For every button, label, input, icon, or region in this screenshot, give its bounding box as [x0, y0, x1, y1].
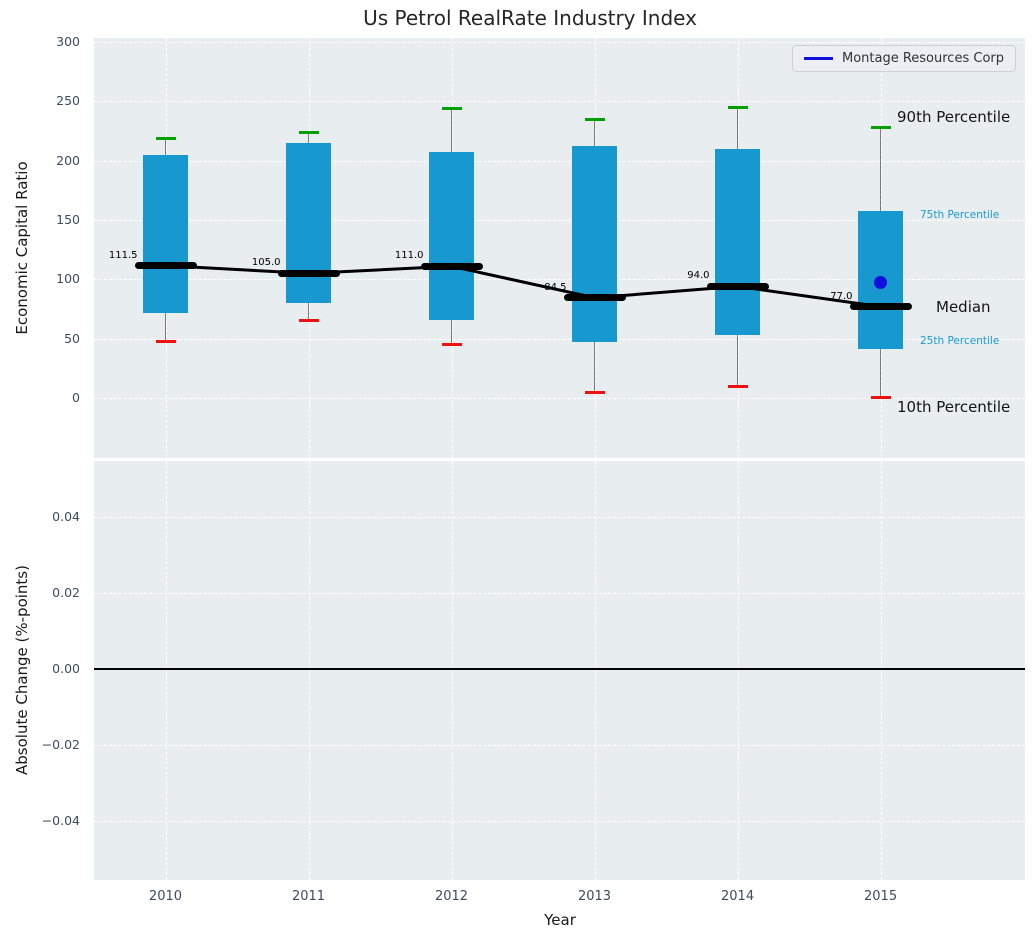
median-value-label-2014: 94.0	[687, 270, 710, 282]
top-y-tick-label: 100	[56, 271, 80, 287]
median-bar-2011	[277, 269, 340, 277]
whisker-cap-10th-2015	[870, 396, 891, 400]
iqr-box-2012	[429, 152, 475, 320]
whisker-cap-10th-2014	[727, 384, 748, 388]
x-tick-label: 2012	[434, 889, 469, 904]
whisker-cap-90th-2015	[870, 125, 891, 129]
median-bar-2015	[849, 303, 912, 311]
top-y-tick-label: 300	[56, 34, 80, 50]
gridline-horizontal	[94, 745, 1025, 747]
x-tick-label: 2013	[577, 889, 612, 904]
top-y-tick-label: 50	[64, 330, 80, 346]
gridline-horizontal	[94, 338, 1025, 340]
annotation-75th: 75th Percentile	[920, 208, 1000, 221]
whisker-cap-90th-2012	[441, 106, 462, 110]
whisker-cap-10th-2013	[584, 390, 605, 394]
bottom-y-tick-label: −0.04	[41, 813, 80, 829]
legend-label: Montage Resources Corp	[841, 51, 1004, 66]
bottom-y-tick-label: 0.04	[52, 508, 80, 524]
x-tick-label: 2015	[864, 889, 898, 904]
gridline-horizontal	[94, 821, 1025, 823]
median-bar-2012	[420, 262, 483, 270]
annotation-90th: 90th Percentile	[897, 108, 1011, 127]
bottom-plot-area	[94, 461, 1025, 880]
gridline-horizontal	[94, 592, 1025, 594]
x-tick-label: 2010	[148, 889, 183, 904]
gridline-horizontal	[94, 397, 1025, 399]
median-value-label-2010: 111.5	[108, 249, 138, 261]
top-y-tick-label: 150	[56, 212, 80, 227]
median-bar-2013	[563, 294, 626, 302]
whisker-cap-10th-2012	[441, 343, 462, 347]
gridline-vertical	[451, 461, 453, 880]
x-axis-label: Year	[544, 911, 576, 929]
annotation-10th: 10th Percentile	[897, 397, 1011, 416]
median-value-label-2015: 77.0	[830, 290, 853, 302]
whisker-cap-90th-2010	[155, 136, 176, 140]
legend-line-sample	[803, 57, 833, 60]
median-value-label-2012: 111.0	[394, 250, 424, 262]
annotation-25th: 25th Percentile	[920, 335, 1000, 348]
x-tick-label: 2014	[721, 889, 755, 904]
bottom-y-tick-label: −0.02	[41, 737, 80, 753]
zero-reference-line	[94, 667, 1025, 670]
gridline-vertical	[880, 461, 882, 880]
iqr-box-2014	[715, 148, 761, 336]
bottom-y-tick-label: 0.02	[52, 584, 80, 600]
gridline-vertical	[308, 461, 310, 880]
x-tick-label: 2011	[291, 889, 326, 904]
iqr-box-2010	[143, 154, 188, 313]
gridline-horizontal	[94, 160, 1025, 162]
chart-title: Us Petrol RealRate Industry Index	[363, 6, 697, 30]
top-y-tick-label: 200	[56, 152, 80, 168]
whisker-cap-90th-2011	[298, 130, 319, 134]
gridline-vertical	[737, 461, 739, 880]
gridline-horizontal	[94, 220, 1025, 221]
whisker-cap-90th-2013	[584, 117, 605, 121]
iqr-box-2011	[286, 142, 332, 304]
top-y-tick-label: 250	[56, 93, 80, 109]
whisker-cap-90th-2014	[727, 105, 748, 109]
gridline-horizontal	[94, 101, 1025, 103]
legend: Montage Resources Corp	[791, 45, 1016, 72]
gridline-vertical	[165, 461, 167, 880]
top-y-tick-label: 0	[72, 389, 80, 405]
whisker-cap-10th-2011	[298, 319, 319, 323]
bottom-y-tick-label: 0.00	[52, 660, 80, 676]
gridline-vertical	[594, 461, 596, 880]
top-y-axis-label: Economic Capital Ratio	[13, 161, 31, 335]
iqr-box-2013	[572, 146, 618, 343]
top-plot-area: Montage Resources Corp 111.5 105.0 111.0 84…	[94, 38, 1025, 458]
median-bar-2010	[134, 262, 197, 270]
gridline-horizontal	[94, 42, 1025, 44]
whisker-cap-10th-2010	[155, 339, 176, 343]
gridline-horizontal	[94, 516, 1025, 518]
median-value-label-2013: 84.5	[544, 281, 567, 293]
median-value-label-2011: 105.0	[251, 257, 281, 269]
annotation-median: Median	[936, 297, 991, 316]
median-bar-2014	[706, 282, 769, 290]
